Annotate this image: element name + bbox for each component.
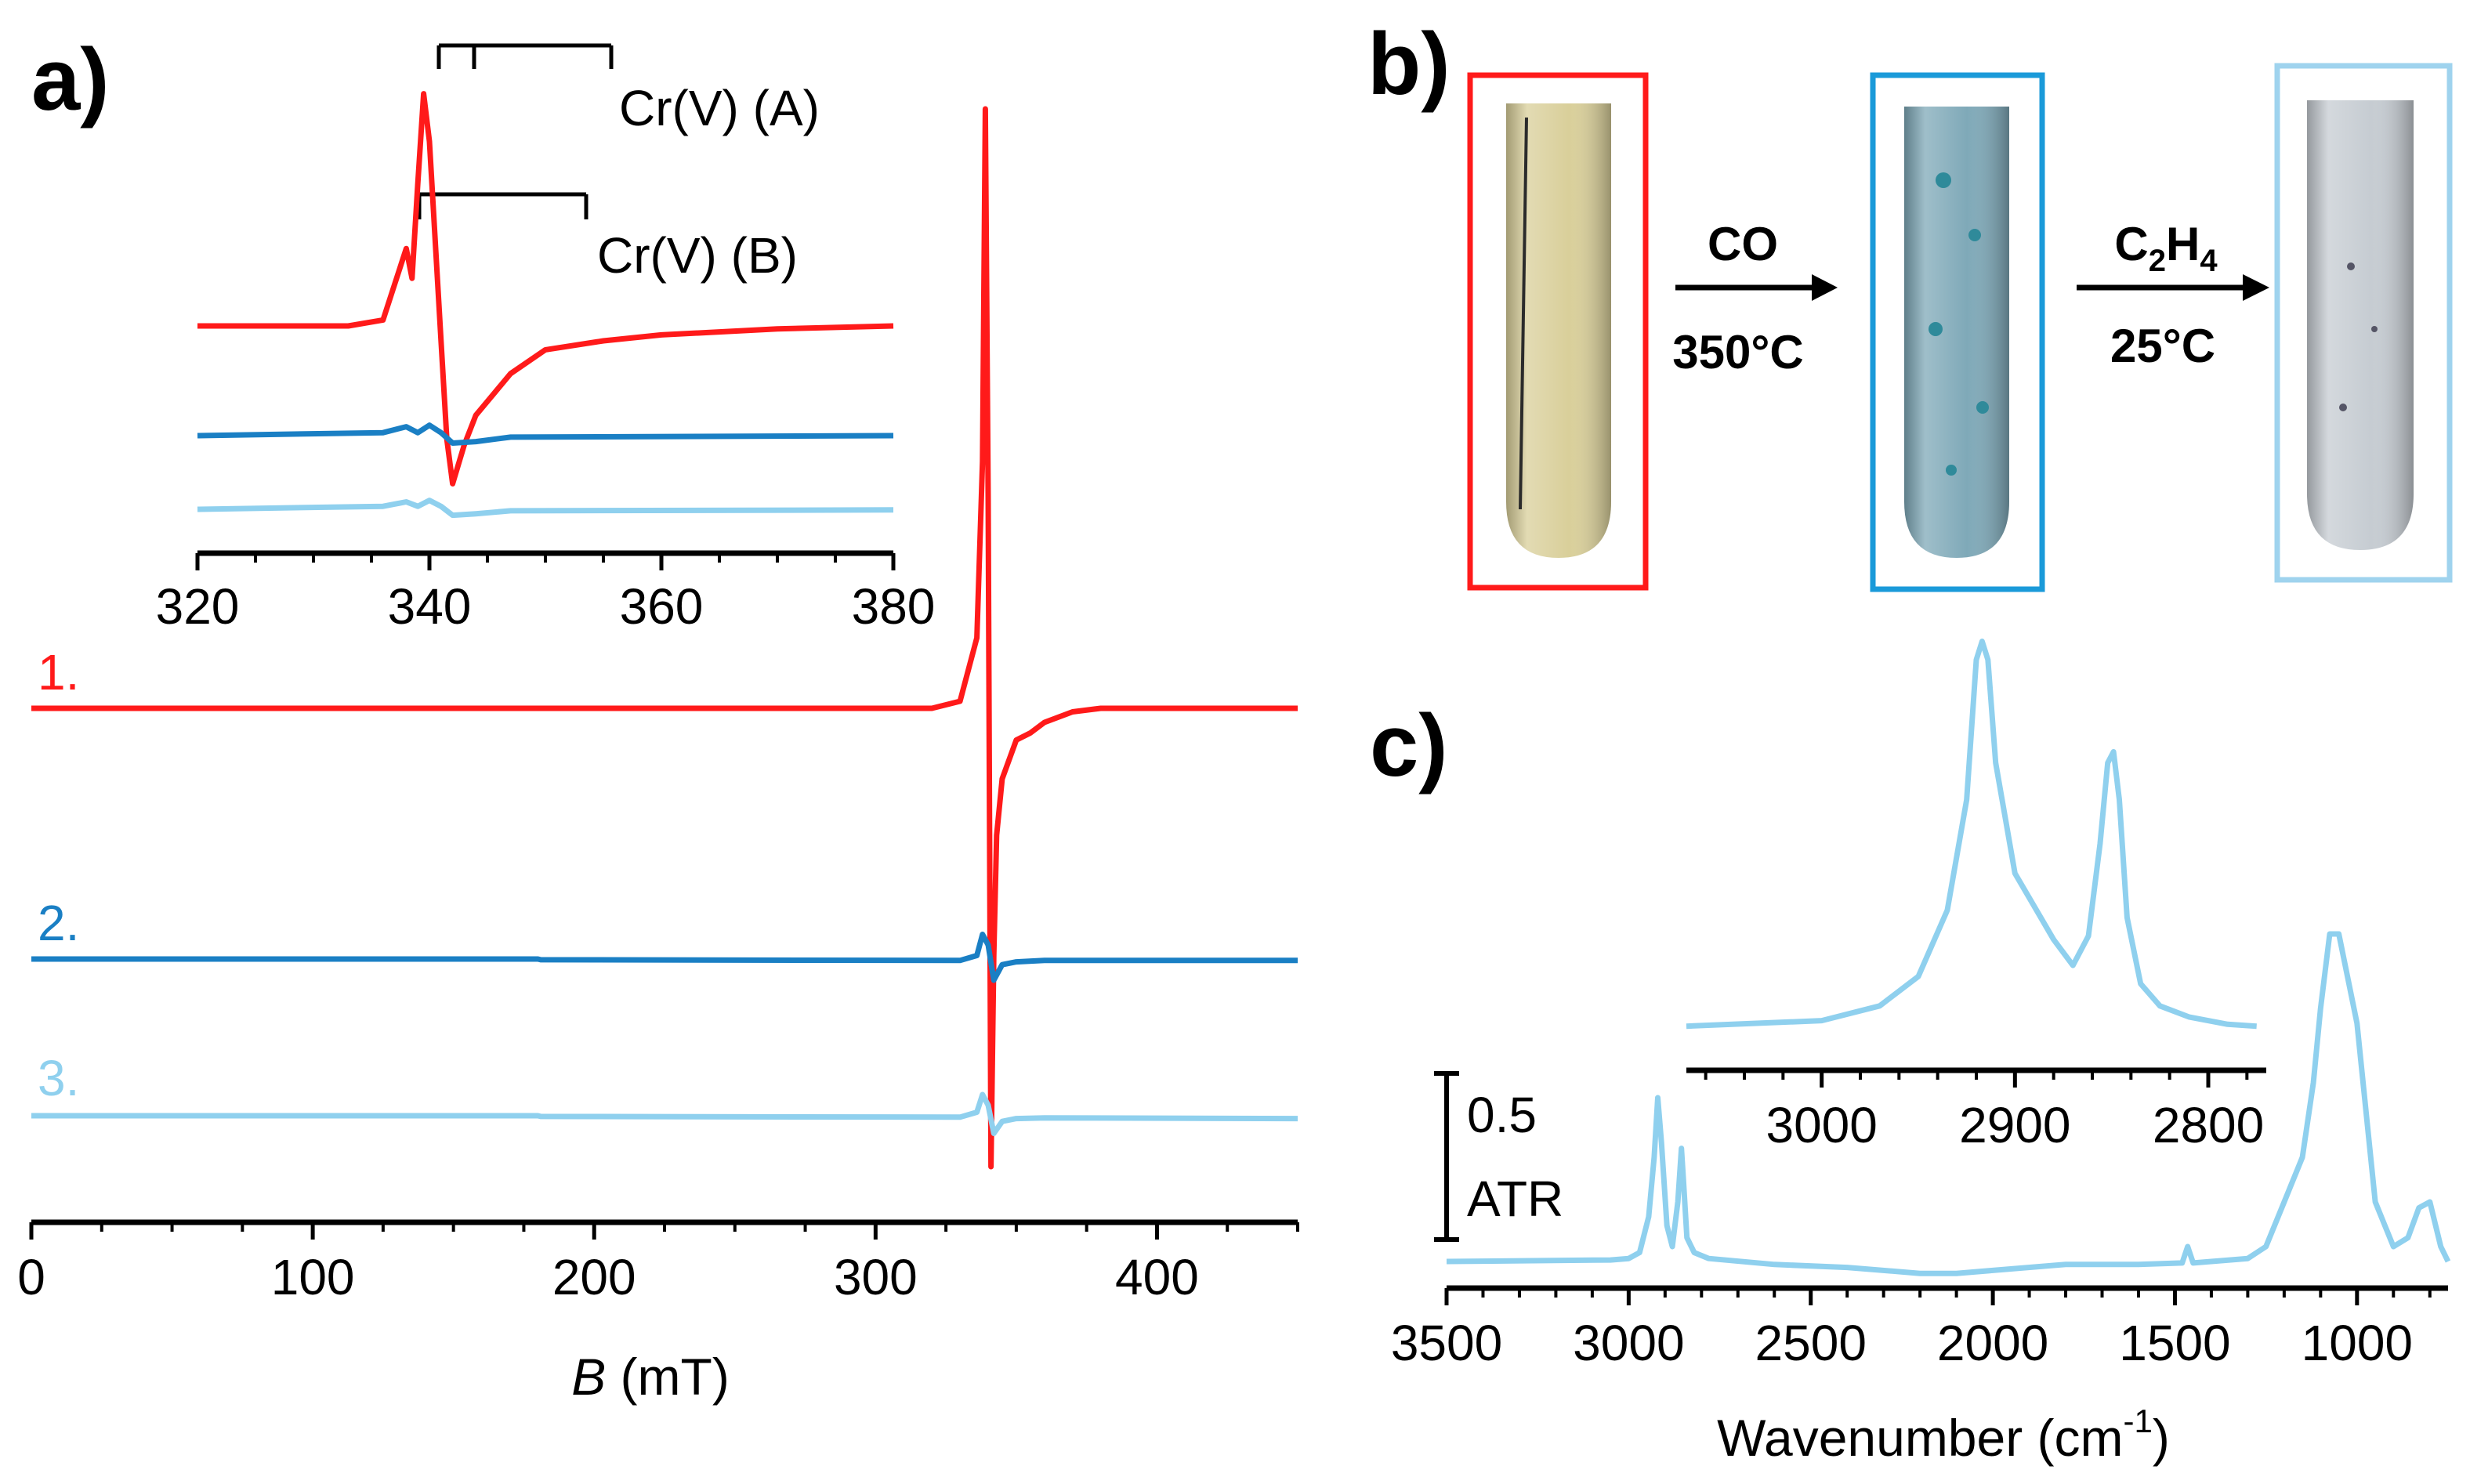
arrow-co: [1675, 274, 1838, 301]
inset-c-tick-label: 3000: [1766, 1097, 1877, 1153]
panel-b-label: b): [1367, 15, 1450, 113]
inset-a-series-3: [197, 498, 894, 519]
trace-label-1: 1.: [38, 644, 79, 700]
inset-a-tick-label: 380: [852, 578, 936, 635]
scale-bar-value: 0.5: [1467, 1087, 1537, 1143]
panel-a-series-3: [31, 1091, 1298, 1136]
inset-c-series-1: [1686, 639, 2257, 1030]
panel-a-tick-label: 0: [17, 1249, 45, 1305]
panel-c-tick-label: 3500: [1391, 1315, 1502, 1371]
panel-a-x-axis: 0 100 200 300 400: [17, 1219, 1299, 1305]
panel-c-tick-label: 3000: [1573, 1315, 1684, 1371]
panel-a-traces: [31, 106, 1298, 1170]
inset-a-tick-label: 320: [156, 578, 240, 635]
arrow-2-gas: C2H4: [2114, 218, 2218, 278]
panel-a-label: a): [31, 31, 110, 128]
cr-v-b-label: Cr(V) (B): [597, 227, 798, 284]
panel-c-x-axis-title: Wavenumber (cm-1): [1717, 1403, 2170, 1467]
panel-c-tick-label: 1500: [2119, 1315, 2230, 1371]
atr-scale-bar: [1434, 1071, 1459, 1242]
inset-a-series-1: [197, 91, 894, 487]
panel-a-tick-label: 100: [271, 1249, 355, 1305]
arrow-2-temp: 25°C: [2110, 320, 2215, 372]
panel-a-x-axis-title: B (mT): [571, 1348, 730, 1406]
inset-a-x-axis: 320 340 360 380: [156, 550, 936, 635]
panel-a-tick-label: 300: [834, 1249, 918, 1305]
panel-a-x-axis-title-var: B: [571, 1348, 606, 1406]
inset-a-series-2: [197, 422, 894, 446]
inset-a-traces: [197, 91, 894, 519]
arrow-ethylene: [2077, 274, 2269, 301]
panel-c-x-axis: 3500 3000 2500 2000 1500 1000: [1391, 1285, 2448, 1371]
cr-v-b-bracket: [417, 192, 589, 219]
inset-c-tick-label: 2800: [2153, 1097, 2264, 1153]
trace-label-3: 3.: [38, 1050, 79, 1106]
panel-a-x-axis-title-unit: (mT): [606, 1348, 730, 1406]
inset-c-trace: [1686, 639, 2257, 1030]
tube-3-border: [2274, 63, 2453, 583]
inset-c-x-axis: 3000 2900 2800: [1686, 1067, 2266, 1153]
sample-tube-3: [2274, 63, 2453, 583]
arrow-1-temp: 350°C: [1672, 326, 1803, 378]
arrow-1-gas: CO: [1708, 218, 1778, 270]
scale-bar-unit: ATR: [1467, 1171, 1563, 1227]
panel-c-tick-label: 1000: [2302, 1315, 2413, 1371]
panel-a-tick-label: 400: [1115, 1249, 1199, 1305]
panel-c-label: c): [1370, 697, 1448, 794]
panel-a-series-1: [31, 106, 1298, 1170]
tube-2-border: [1870, 72, 2045, 592]
inset-a-tick-label: 360: [620, 578, 704, 635]
inset-c-tick-label: 2900: [1959, 1097, 2070, 1153]
cr-v-a-label: Cr(V) (A): [619, 80, 820, 136]
inset-a-tick-label: 340: [388, 578, 472, 635]
panel-c-series-1: [1446, 931, 2451, 1276]
cr-v-a-bracket: [436, 43, 614, 69]
sample-tube-1: [1467, 72, 1649, 591]
panel-c-tick-label: 2000: [1937, 1315, 2048, 1371]
panel-c-trace: [1446, 931, 2451, 1276]
sample-tube-2: [1870, 72, 2045, 592]
panel-a-tick-label: 200: [552, 1249, 636, 1305]
tube-1-border: [1467, 72, 1649, 591]
trace-label-2: 2.: [38, 895, 79, 951]
panel-a-series-2: [31, 932, 1298, 983]
panel-c-tick-label: 2500: [1755, 1315, 1867, 1371]
